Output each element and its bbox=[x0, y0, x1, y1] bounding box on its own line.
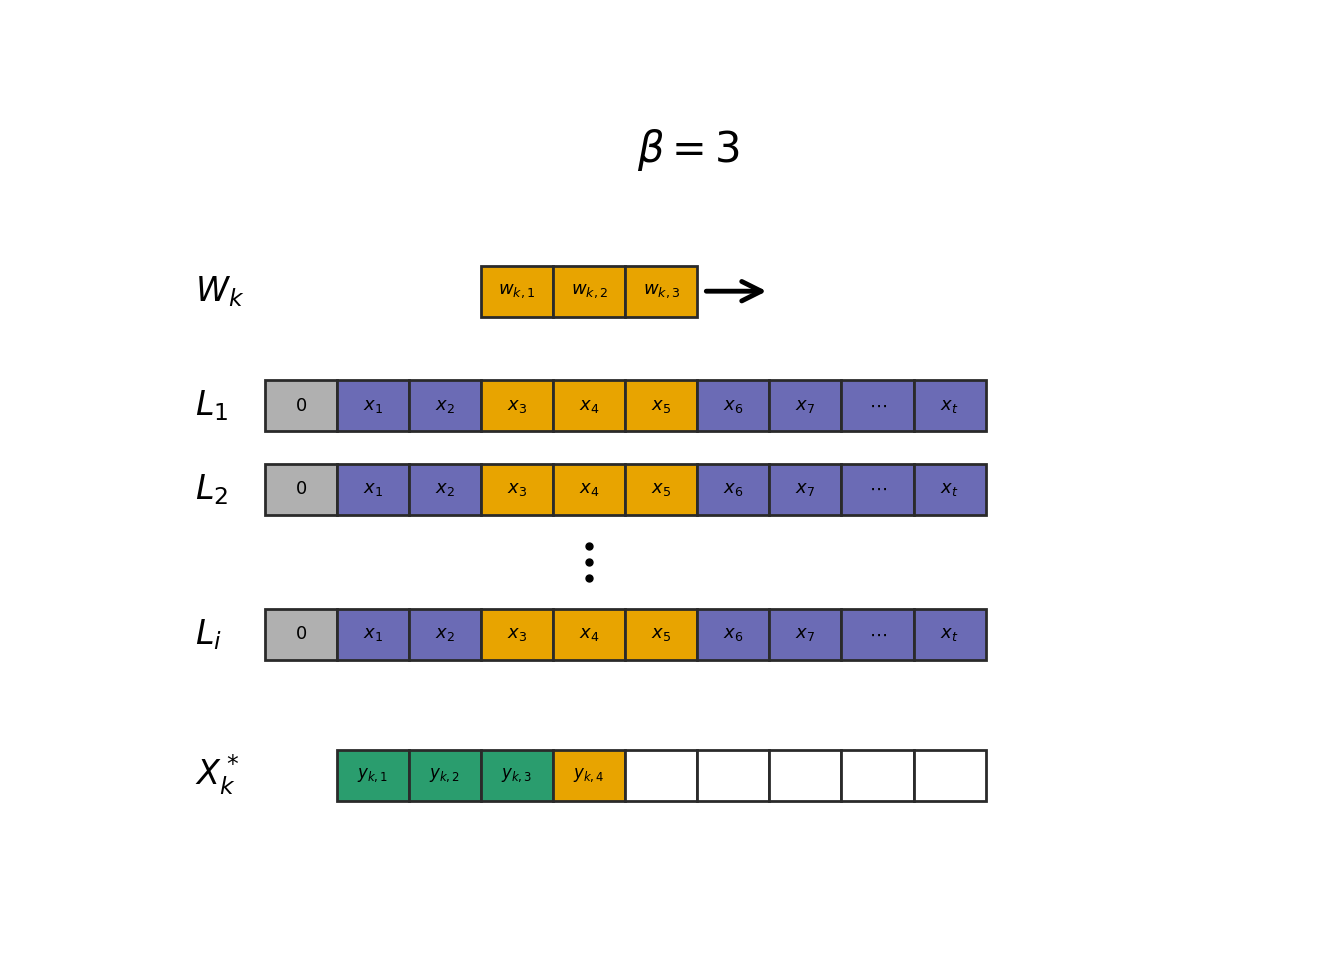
Bar bbox=[769, 380, 841, 431]
Bar bbox=[481, 464, 554, 515]
Bar bbox=[554, 266, 625, 317]
Text: $x_5$: $x_5$ bbox=[652, 625, 671, 643]
Bar bbox=[625, 380, 698, 431]
Bar bbox=[481, 380, 554, 431]
Text: $\cdots$: $\cdots$ bbox=[868, 480, 887, 498]
Text: $x_6$: $x_6$ bbox=[723, 625, 743, 643]
Bar bbox=[625, 266, 698, 317]
Bar bbox=[914, 750, 985, 801]
Bar bbox=[409, 750, 481, 801]
Text: $x_t$: $x_t$ bbox=[941, 480, 958, 498]
Text: $\beta = 3$: $\beta = 3$ bbox=[637, 128, 741, 174]
Text: $y_{k,1}$: $y_{k,1}$ bbox=[358, 766, 388, 784]
Text: $0$: $0$ bbox=[294, 480, 306, 498]
Text: $x_2$: $x_2$ bbox=[435, 396, 456, 415]
Bar bbox=[337, 380, 409, 431]
Text: $x_7$: $x_7$ bbox=[796, 480, 816, 498]
Text: $\cdots$: $\cdots$ bbox=[868, 396, 887, 415]
Text: $L_2$: $L_2$ bbox=[195, 472, 228, 507]
Text: $x_3$: $x_3$ bbox=[507, 396, 527, 415]
Text: $x_6$: $x_6$ bbox=[723, 396, 743, 415]
Text: $x_3$: $x_3$ bbox=[507, 480, 527, 498]
Bar bbox=[841, 609, 914, 660]
Bar bbox=[841, 380, 914, 431]
Bar bbox=[337, 464, 409, 515]
Text: $w_{k,2}$: $w_{k,2}$ bbox=[571, 282, 607, 300]
Bar bbox=[625, 464, 698, 515]
Bar bbox=[481, 609, 554, 660]
Text: $x_t$: $x_t$ bbox=[941, 625, 958, 643]
Text: $x_7$: $x_7$ bbox=[796, 396, 816, 415]
Bar bbox=[265, 464, 337, 515]
Bar bbox=[841, 464, 914, 515]
Bar bbox=[554, 464, 625, 515]
Bar bbox=[337, 609, 409, 660]
Text: $L_i$: $L_i$ bbox=[195, 617, 222, 652]
Text: $x_2$: $x_2$ bbox=[435, 480, 456, 498]
Text: $x_4$: $x_4$ bbox=[579, 480, 599, 498]
Text: $x_6$: $x_6$ bbox=[723, 480, 743, 498]
Text: $x_1$: $x_1$ bbox=[363, 480, 383, 498]
Text: $x_t$: $x_t$ bbox=[941, 396, 958, 415]
Bar bbox=[914, 380, 985, 431]
Text: $x_2$: $x_2$ bbox=[435, 625, 456, 643]
Text: $x_1$: $x_1$ bbox=[363, 396, 383, 415]
Bar bbox=[914, 464, 985, 515]
Bar bbox=[409, 609, 481, 660]
Bar bbox=[265, 609, 337, 660]
Bar bbox=[265, 380, 337, 431]
Bar bbox=[625, 609, 698, 660]
Bar bbox=[698, 464, 769, 515]
Bar bbox=[769, 464, 841, 515]
Bar bbox=[698, 609, 769, 660]
Bar bbox=[409, 464, 481, 515]
Text: $y_{k,3}$: $y_{k,3}$ bbox=[501, 766, 532, 784]
Bar bbox=[554, 609, 625, 660]
Bar bbox=[914, 609, 985, 660]
Bar bbox=[554, 750, 625, 801]
Text: $x_4$: $x_4$ bbox=[579, 625, 599, 643]
Bar bbox=[481, 750, 554, 801]
Text: $x_5$: $x_5$ bbox=[652, 480, 671, 498]
Text: $0$: $0$ bbox=[294, 396, 306, 415]
Bar bbox=[698, 750, 769, 801]
Text: $w_{k,1}$: $w_{k,1}$ bbox=[499, 282, 536, 300]
Text: $\cdots$: $\cdots$ bbox=[868, 625, 887, 643]
Text: $x_3$: $x_3$ bbox=[507, 625, 527, 643]
Bar bbox=[337, 750, 409, 801]
Text: $x_5$: $x_5$ bbox=[652, 396, 671, 415]
Bar bbox=[841, 750, 914, 801]
Text: $W_k$: $W_k$ bbox=[195, 274, 245, 308]
Bar bbox=[625, 750, 698, 801]
Text: $w_{k,3}$: $w_{k,3}$ bbox=[642, 282, 680, 300]
Text: $x_4$: $x_4$ bbox=[579, 396, 599, 415]
Bar bbox=[481, 266, 554, 317]
Text: $0$: $0$ bbox=[294, 625, 306, 643]
Text: $L_1$: $L_1$ bbox=[195, 388, 228, 423]
Bar bbox=[554, 380, 625, 431]
Text: $y_{k,2}$: $y_{k,2}$ bbox=[430, 766, 461, 784]
Text: $X_k^*$: $X_k^*$ bbox=[195, 753, 239, 798]
Text: $y_{k,4}$: $y_{k,4}$ bbox=[574, 766, 605, 784]
Bar bbox=[409, 380, 481, 431]
Bar bbox=[698, 380, 769, 431]
Text: $x_7$: $x_7$ bbox=[796, 625, 816, 643]
Text: $x_1$: $x_1$ bbox=[363, 625, 383, 643]
Bar bbox=[769, 750, 841, 801]
Bar bbox=[769, 609, 841, 660]
